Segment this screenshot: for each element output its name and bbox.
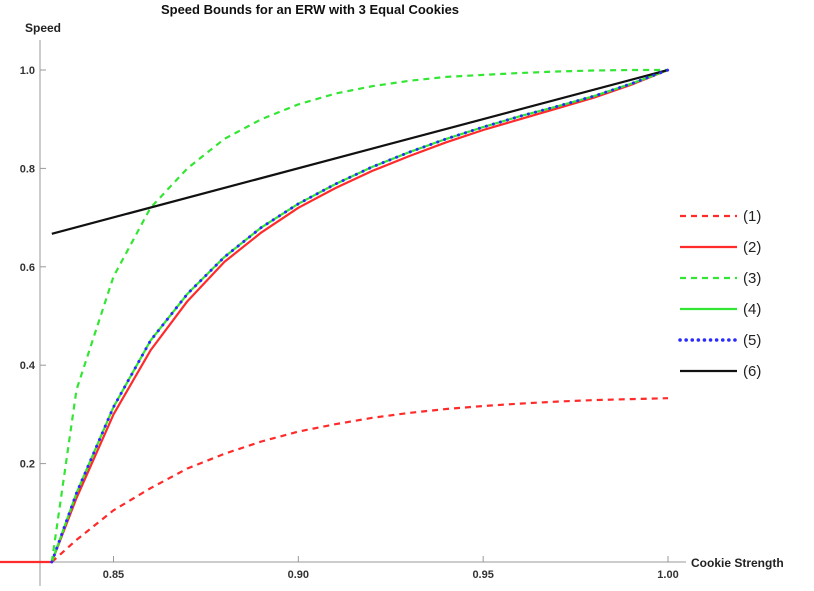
y-axis-label: Speed: [25, 21, 61, 35]
x-tick-label: 0.85: [103, 569, 124, 581]
x-tick-label: 0.90: [288, 569, 309, 581]
legend-label-1: (1): [743, 208, 761, 225]
chart-title: Speed Bounds for an ERW with 3 Equal Coo…: [161, 2, 459, 17]
series-6-line: [51, 68, 669, 235]
y-tick-label: 1.0: [20, 65, 35, 77]
y-tick-label: 0.6: [20, 262, 35, 274]
x-tick-label: 0.95: [472, 569, 493, 581]
y-tick-label: 0.8: [20, 163, 35, 175]
series-5-line: [50, 68, 670, 564]
series-layer: [0, 68, 670, 564]
legend-label-2: (2): [743, 239, 761, 256]
series-2-line: [0, 68, 669, 564]
ticks-layer: 0.85 0.90 0.95 1.00 0.2 0.4 0.6 0.8 1.0: [20, 65, 679, 581]
legend: (1) (2) (3) (4) (5) (6): [678, 208, 761, 380]
legend-label-6: (6): [743, 363, 761, 380]
legend-label-4: (4): [743, 301, 761, 318]
series-3-line: [50, 68, 668, 563]
legend-label-3: (3): [743, 270, 761, 287]
y-tick-label: 0.2: [20, 459, 35, 471]
y-tick-label: 0.4: [20, 360, 36, 372]
legend-label-5: (5): [743, 332, 761, 349]
series-1-line: [51, 397, 669, 563]
x-axis-label: Cookie Strength: [691, 556, 784, 570]
series-4-line: [50, 68, 669, 563]
x-tick-label: 1.00: [657, 569, 678, 581]
